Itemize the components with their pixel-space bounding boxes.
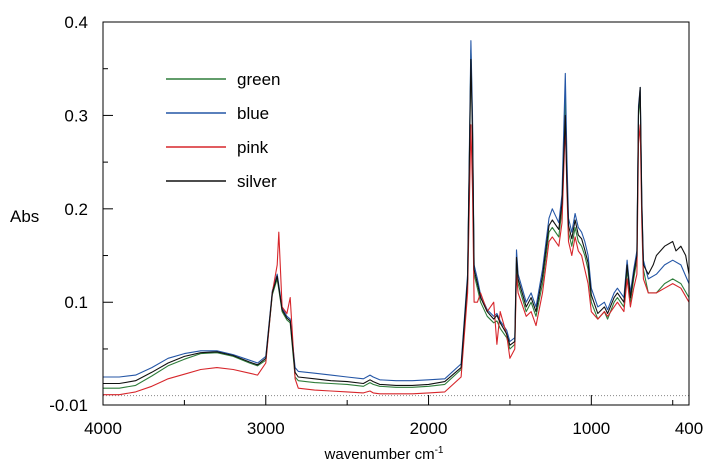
series-line-green (103, 49, 690, 389)
x-tick-label: 3000 (247, 419, 285, 438)
y-tick-label: 0.1 (64, 293, 88, 312)
plot-frame (102, 21, 690, 406)
x-tick-label: 1000 (572, 419, 610, 438)
legend-item-pink: pink (166, 138, 269, 157)
legend-item-green: green (166, 70, 280, 89)
x-axis-label-unit: cm (415, 446, 435, 463)
y-tick-label: -0.01 (49, 396, 88, 415)
series-line-pink (103, 124, 690, 396)
y-tick-label: 0.2 (64, 200, 88, 219)
y-tick-label: 0.4 (64, 13, 88, 32)
legend-item-blue: blue (166, 104, 269, 123)
series-line-blue (103, 40, 690, 382)
y-tick-label: 0.3 (64, 106, 88, 125)
legend-label: green (237, 70, 280, 89)
series-line-silver (103, 58, 690, 386)
x-tick-label: 400 (675, 419, 703, 438)
legend-label: pink (237, 138, 269, 157)
y-axis-label: Abs (10, 207, 39, 226)
ticks-layer (102, 21, 690, 406)
x-tick-label: 4000 (84, 419, 122, 438)
legend: green blue pink silver (166, 70, 280, 191)
legend-label: blue (237, 104, 269, 123)
series-layer (103, 40, 690, 396)
legend-item-silver: silver (166, 172, 277, 191)
x-axis-label-name: wavenumber (324, 446, 411, 463)
x-axis-label-unit-sup: -1 (435, 445, 444, 456)
tick-labels-layer: 4000 3000 2000 1000 400 -0.01 0.1 0.2 0.3 0.4 (49, 13, 703, 438)
legend-label: silver (237, 172, 277, 191)
x-axis-label: wavenumber cm-1 (324, 445, 444, 463)
axes-layer (102, 21, 690, 406)
x-tick-label: 2000 (410, 419, 448, 438)
